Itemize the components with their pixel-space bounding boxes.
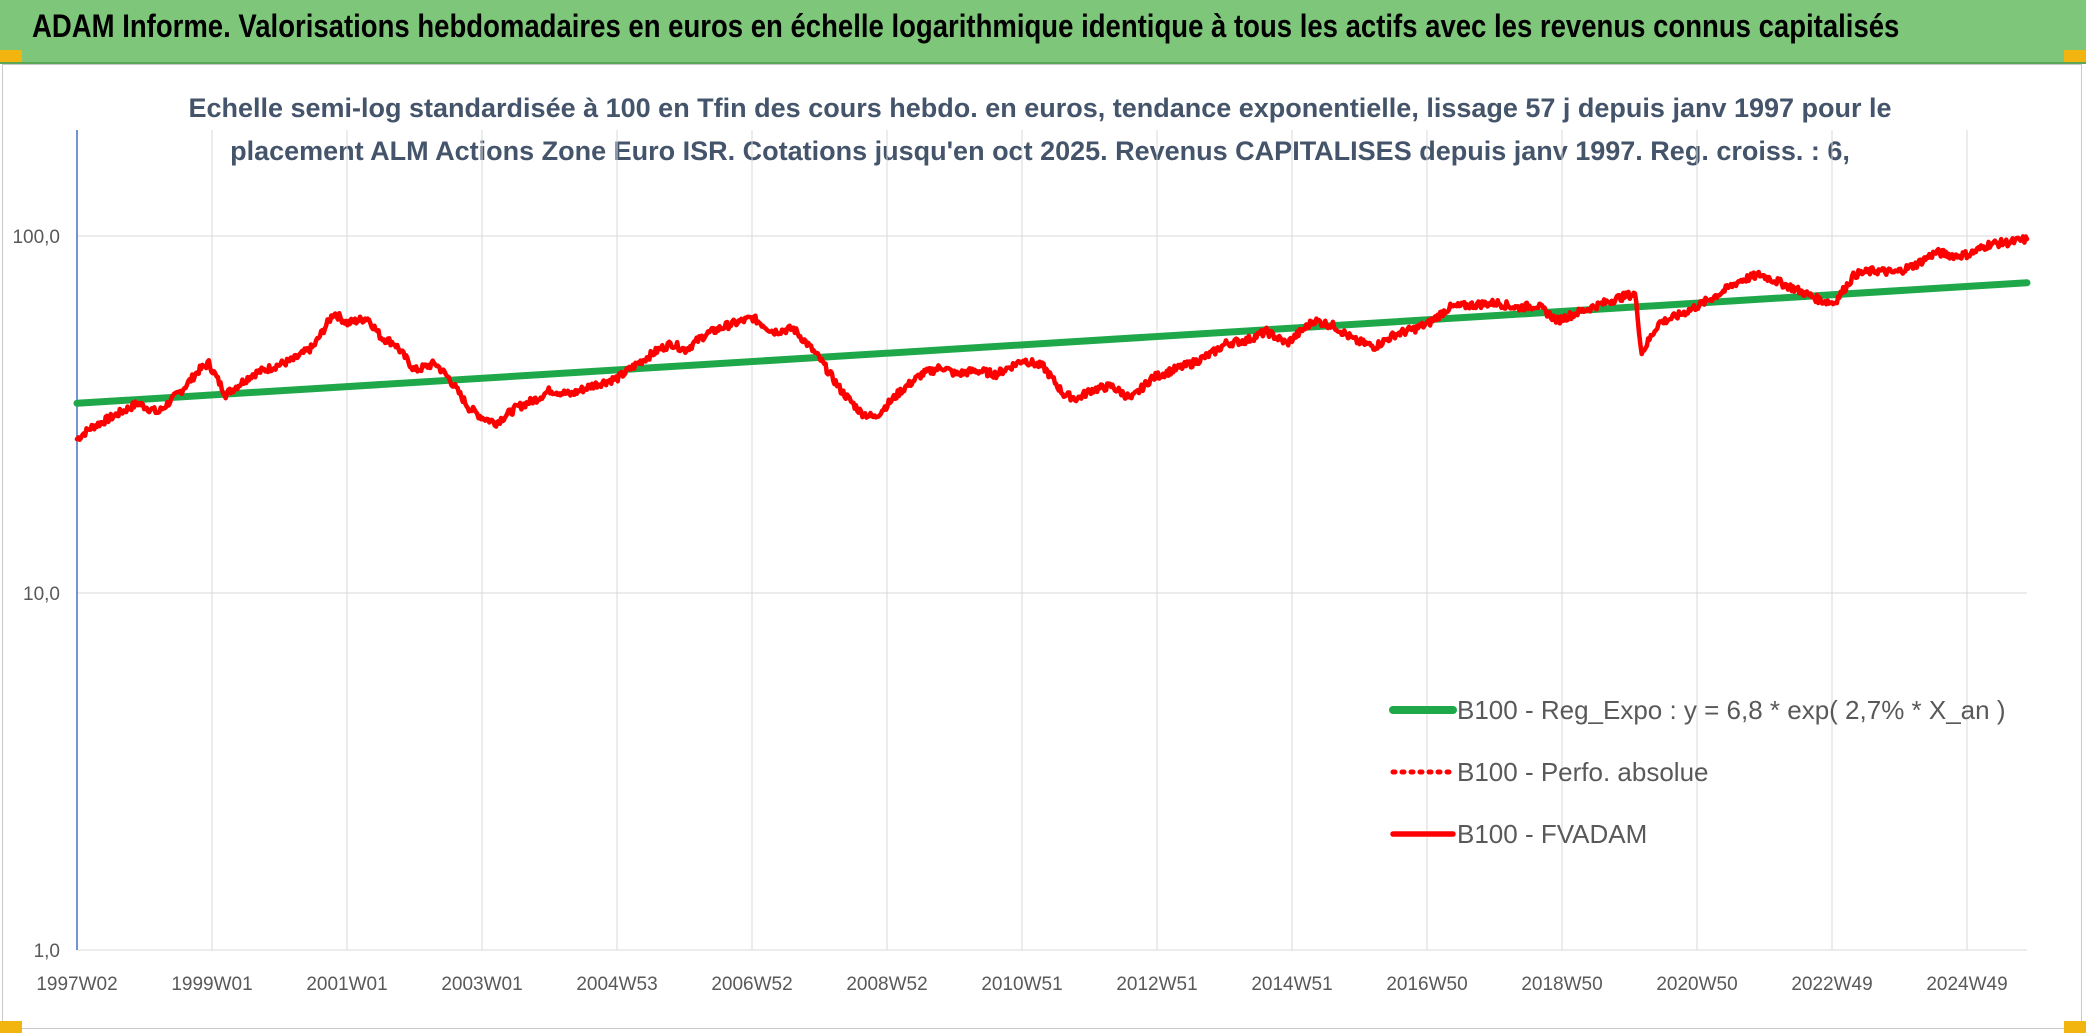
corner-accent-top-right bbox=[2064, 50, 2086, 62]
series-line-2 bbox=[74, 234, 2030, 443]
x-tick-label: 1999W01 bbox=[171, 974, 252, 995]
banner-title: ADAM Informe. Valorisations hebdomadaire… bbox=[32, 8, 1900, 44]
legend-label: B100 - Perfo. absolue bbox=[1457, 757, 1709, 787]
x-tick-label: 2016W50 bbox=[1386, 974, 1467, 995]
x-tick-label: 2010W51 bbox=[981, 974, 1062, 995]
chart-subtitle-line-2: placement ALM Actions Zone Euro ISR. Cot… bbox=[230, 136, 1850, 166]
legend-label: B100 - Reg_Expo : y = 6,8 * exp( 2,7% * … bbox=[1457, 695, 2006, 725]
chart-subtitle-line-1: Echelle semi-log standardisée à 100 en T… bbox=[188, 93, 1891, 123]
y-tick-label: 10,0 bbox=[23, 584, 60, 605]
x-axis-tick-labels: 1997W02 1999W01 2001W01 2003W01 2004W53 2006W… bbox=[36, 974, 2007, 995]
x-tick-label: 2018W50 bbox=[1521, 974, 1602, 995]
x-tick-label: 2020W50 bbox=[1656, 974, 1737, 995]
x-tick-label: 2001W01 bbox=[306, 974, 387, 995]
x-tick-label: 2012W51 bbox=[1116, 974, 1197, 995]
series-line-0 bbox=[73, 279, 2031, 407]
y-tick-label: 1,0 bbox=[34, 941, 60, 962]
x-tick-label: 2014W51 bbox=[1251, 974, 1332, 995]
series-layer bbox=[73, 234, 2031, 443]
x-tick-label: 1997W02 bbox=[36, 974, 117, 995]
chart-legend: B100 - Reg_Expo : y = 6,8 * exp( 2,7% * … bbox=[1389, 695, 2006, 849]
x-tick-label: 2006W52 bbox=[711, 974, 792, 995]
x-tick-label: 2022W49 bbox=[1791, 974, 1872, 995]
title-banner: ADAM Informe. Valorisations hebdomadaire… bbox=[0, 0, 2086, 64]
x-tick-label: 2024W49 bbox=[1926, 974, 2007, 995]
x-tick-label: 2008W52 bbox=[846, 974, 927, 995]
corner-accent-bottom-right bbox=[2064, 1021, 2086, 1033]
horizontal-gridlines bbox=[77, 235, 2027, 951]
x-tick-label: 2004W53 bbox=[576, 974, 657, 995]
chart-area-border bbox=[2, 64, 2082, 1029]
y-tick-label: 100,0 bbox=[12, 227, 60, 248]
corner-accent-top-left bbox=[0, 50, 22, 62]
corner-accent-bottom-left bbox=[0, 1021, 22, 1033]
legend-label: B100 - FVADAM bbox=[1457, 819, 1647, 849]
x-tick-label: 2003W01 bbox=[441, 974, 522, 995]
vertical-gridlines bbox=[76, 130, 1968, 950]
y-axis-tick-labels: 1,0 10,0 100,0 bbox=[12, 227, 60, 962]
